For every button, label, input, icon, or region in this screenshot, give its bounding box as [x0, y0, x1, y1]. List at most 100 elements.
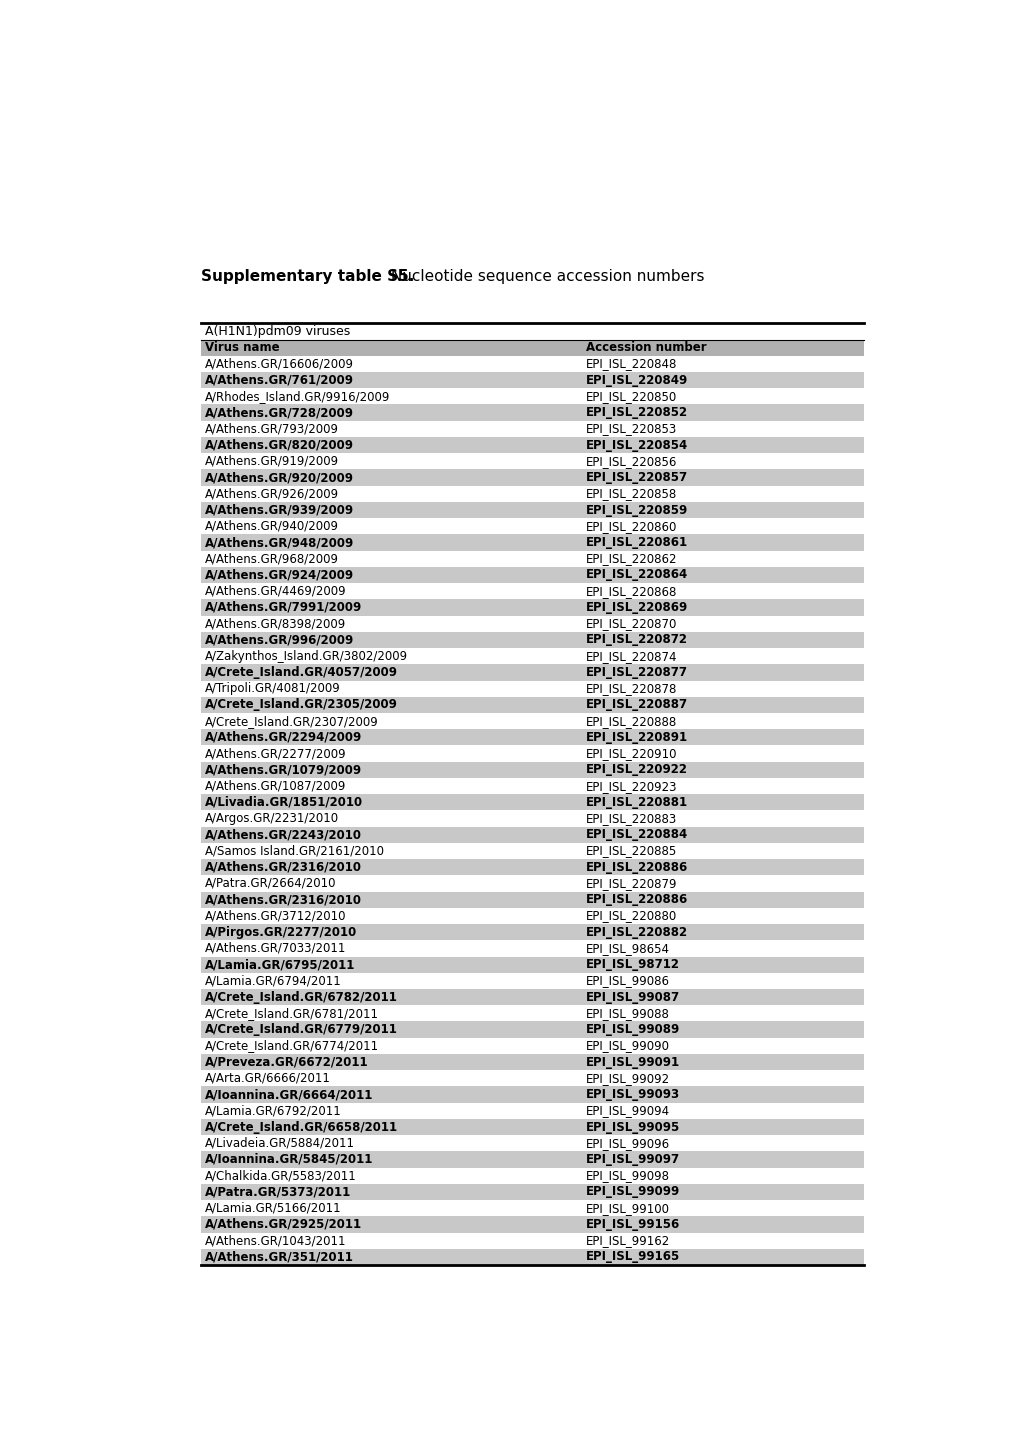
Bar [201, 1216, 863, 1232]
Bar [201, 339, 863, 356]
Bar [201, 567, 863, 583]
Text: A/Ioannina.GR/6664/2011: A/Ioannina.GR/6664/2011 [205, 1088, 373, 1101]
Text: EPI_ISL_99097: EPI_ISL_99097 [586, 1153, 680, 1166]
Text: EPI_ISL_220922: EPI_ISL_220922 [586, 763, 688, 776]
Text: EPI_ISL_99095: EPI_ISL_99095 [586, 1121, 680, 1134]
Bar [201, 356, 863, 372]
Text: A/Athens.GR/939/2009: A/Athens.GR/939/2009 [205, 504, 354, 517]
Text: A/Athens.GR/2294/2009: A/Athens.GR/2294/2009 [205, 730, 362, 743]
Text: A/Athens.GR/820/2009: A/Athens.GR/820/2009 [205, 439, 354, 452]
Text: A/Athens.GR/2316/2010: A/Athens.GR/2316/2010 [205, 893, 362, 906]
Text: A/Athens.GR/728/2009: A/Athens.GR/728/2009 [205, 405, 354, 418]
Text: EPI_ISL_220886: EPI_ISL_220886 [586, 860, 688, 873]
Bar [201, 729, 863, 746]
Text: A/Athens.GR/926/2009: A/Athens.GR/926/2009 [205, 488, 338, 501]
Bar [201, 1248, 863, 1266]
Bar [201, 453, 863, 469]
Bar [201, 1167, 863, 1183]
Bar [201, 388, 863, 404]
Bar [201, 502, 863, 518]
Text: EPI_ISL_220849: EPI_ISL_220849 [586, 374, 688, 387]
Bar [201, 323, 863, 339]
Text: EPI_ISL_220870: EPI_ISL_220870 [586, 618, 677, 631]
Text: A/Crete_Island.GR/6782/2011: A/Crete_Island.GR/6782/2011 [205, 991, 397, 1004]
Bar [201, 973, 863, 988]
Bar [201, 1038, 863, 1053]
Text: A/Athens.GR/7991/2009: A/Athens.GR/7991/2009 [205, 600, 362, 613]
Text: EPI_ISL_220860: EPI_ISL_220860 [586, 519, 677, 532]
Bar [201, 534, 863, 551]
Text: A/Crete_Island.GR/6774/2011: A/Crete_Island.GR/6774/2011 [205, 1039, 379, 1052]
Text: EPI_ISL_220923: EPI_ISL_220923 [586, 779, 677, 792]
Text: EPI_ISL_99099: EPI_ISL_99099 [586, 1186, 680, 1199]
Text: EPI_ISL_220886: EPI_ISL_220886 [586, 893, 688, 906]
Text: EPI_ISL_220857: EPI_ISL_220857 [586, 470, 688, 483]
Text: EPI_ISL_99156: EPI_ISL_99156 [586, 1218, 680, 1231]
Text: A/Athens.GR/920/2009: A/Athens.GR/920/2009 [205, 470, 354, 483]
Text: A/Athens.GR/351/2011: A/Athens.GR/351/2011 [205, 1251, 354, 1264]
Bar [201, 583, 863, 599]
Text: EPI_ISL_220852: EPI_ISL_220852 [586, 405, 688, 418]
Bar [201, 599, 863, 616]
Text: A/Athens.GR/2277/2009: A/Athens.GR/2277/2009 [205, 747, 346, 760]
Text: EPI_ISL_99090: EPI_ISL_99090 [586, 1039, 669, 1052]
Text: A/Patra.GR/5373/2011: A/Patra.GR/5373/2011 [205, 1186, 351, 1199]
Bar [201, 713, 863, 729]
Bar [201, 811, 863, 827]
Text: A/Ioannina.GR/5845/2011: A/Ioannina.GR/5845/2011 [205, 1153, 373, 1166]
Text: A/Athens.GR/2316/2010: A/Athens.GR/2316/2010 [205, 860, 362, 873]
Text: A/Athens.GR/2243/2010: A/Athens.GR/2243/2010 [205, 828, 362, 841]
Text: A/Pirgos.GR/2277/2010: A/Pirgos.GR/2277/2010 [205, 925, 357, 939]
Text: EPI_ISL_220853: EPI_ISL_220853 [586, 423, 677, 436]
Bar [201, 908, 863, 924]
Text: EPI_ISL_220880: EPI_ISL_220880 [586, 909, 677, 922]
Text: A/Argos.GR/2231/2010: A/Argos.GR/2231/2010 [205, 812, 338, 825]
Bar [201, 1118, 863, 1136]
Bar [201, 404, 863, 421]
Text: A/Athens.GR/8398/2009: A/Athens.GR/8398/2009 [205, 618, 345, 631]
Bar [201, 794, 863, 811]
Text: EPI_ISL_220887: EPI_ISL_220887 [586, 698, 688, 711]
Text: A/Athens.GR/948/2009: A/Athens.GR/948/2009 [205, 535, 354, 548]
Bar [201, 1087, 863, 1102]
Text: A/Tripoli.GR/4081/2009: A/Tripoli.GR/4081/2009 [205, 683, 340, 696]
Text: A/Lamia.GR/5166/2011: A/Lamia.GR/5166/2011 [205, 1202, 341, 1215]
Bar [201, 1053, 863, 1071]
Text: A/Athens.GR/2925/2011: A/Athens.GR/2925/2011 [205, 1218, 362, 1231]
Text: EPI_ISL_99091: EPI_ISL_99091 [586, 1056, 680, 1069]
Text: EPI_ISL_99088: EPI_ISL_99088 [586, 1007, 669, 1020]
Bar [201, 1102, 863, 1118]
Text: EPI_ISL_220854: EPI_ISL_220854 [586, 439, 688, 452]
Bar [201, 859, 863, 876]
Text: EPI_ISL_98654: EPI_ISL_98654 [586, 942, 669, 955]
Bar [201, 632, 863, 648]
Text: EPI_ISL_220864: EPI_ISL_220864 [586, 569, 688, 582]
Bar [201, 988, 863, 1006]
Text: A/Livadia.GR/1851/2010: A/Livadia.GR/1851/2010 [205, 795, 363, 808]
Text: EPI_ISL_220869: EPI_ISL_220869 [586, 600, 688, 613]
Text: EPI_ISL_98712: EPI_ISL_98712 [586, 958, 680, 971]
Text: A/Crete_Island.GR/6658/2011: A/Crete_Island.GR/6658/2011 [205, 1121, 397, 1134]
Text: EPI_ISL_99087: EPI_ISL_99087 [586, 991, 680, 1004]
Bar [201, 843, 863, 859]
Bar [201, 681, 863, 697]
Text: A/Crete_Island.GR/4057/2009: A/Crete_Island.GR/4057/2009 [205, 665, 397, 678]
Bar [201, 941, 863, 957]
Bar [201, 1136, 863, 1152]
Bar [201, 551, 863, 567]
Bar [201, 1006, 863, 1022]
Text: A/Lamia.GR/6792/2011: A/Lamia.GR/6792/2011 [205, 1104, 341, 1117]
Text: EPI_ISL_220883: EPI_ISL_220883 [586, 812, 677, 825]
Text: EPI_ISL_220910: EPI_ISL_220910 [586, 747, 677, 760]
Bar [201, 892, 863, 908]
Text: A/Athens.GR/924/2009: A/Athens.GR/924/2009 [205, 569, 354, 582]
Bar [201, 1022, 863, 1038]
Text: A/Athens.GR/793/2009: A/Athens.GR/793/2009 [205, 423, 338, 436]
Bar [201, 876, 863, 892]
Text: EPI_ISL_99094: EPI_ISL_99094 [586, 1104, 669, 1117]
Text: A/Crete_Island.GR/2307/2009: A/Crete_Island.GR/2307/2009 [205, 714, 378, 727]
Text: A/Athens.GR/996/2009: A/Athens.GR/996/2009 [205, 633, 354, 646]
Bar [201, 372, 863, 388]
Text: A/Athens.GR/968/2009: A/Athens.GR/968/2009 [205, 553, 338, 566]
Text: EPI_ISL_99089: EPI_ISL_99089 [586, 1023, 680, 1036]
